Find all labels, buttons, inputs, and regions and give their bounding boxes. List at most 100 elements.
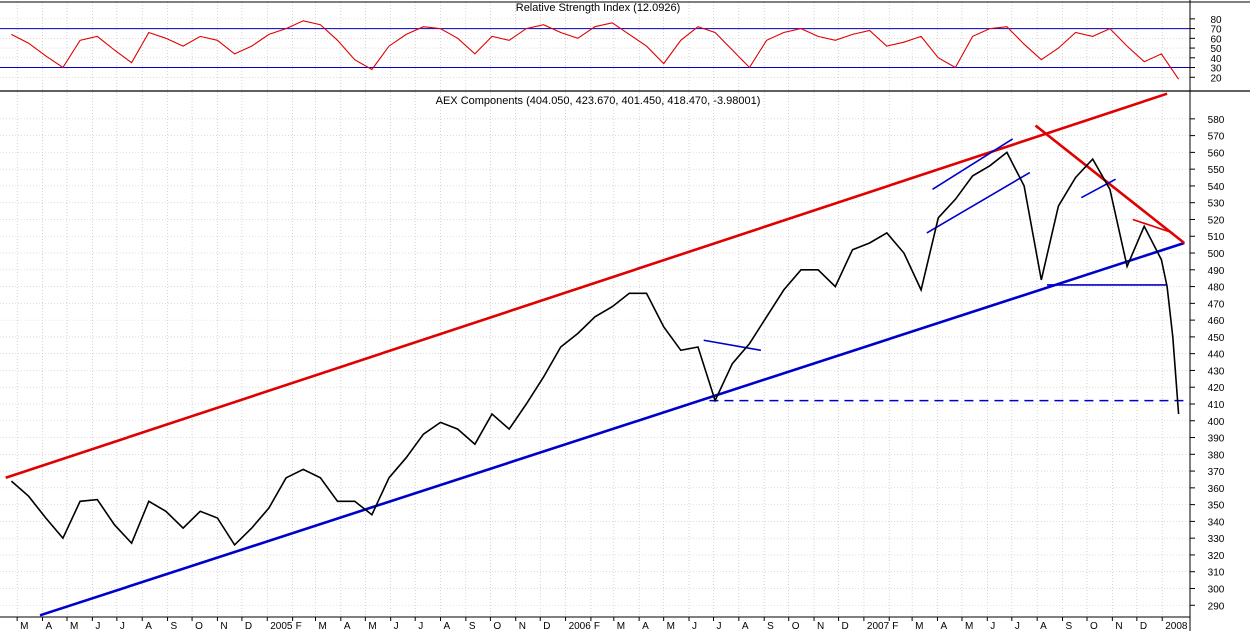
price-series-line bbox=[10, 151, 1180, 547]
x-tick-label: M bbox=[318, 621, 326, 631]
x-tick-label: M bbox=[965, 621, 973, 631]
x-tick-label: J bbox=[1015, 621, 1020, 631]
price-y-tick-label: 450 bbox=[1208, 333, 1225, 344]
x-tick-label: M bbox=[617, 621, 625, 631]
price-y-tick-label: 510 bbox=[1208, 232, 1225, 243]
x-tick-label: 2008 bbox=[1165, 621, 1188, 631]
rsi-y-tick-label: 30 bbox=[1210, 64, 1222, 75]
price-y-tick-label: 300 bbox=[1208, 584, 1225, 595]
x-tick-label: S bbox=[767, 621, 774, 631]
price-y-tick-label: 290 bbox=[1208, 601, 1225, 612]
price-y-tick-label: 490 bbox=[1208, 266, 1225, 277]
price-y-tick-label: 480 bbox=[1208, 283, 1225, 294]
x-tick-label: A bbox=[1040, 621, 1047, 631]
x-tick-label: D bbox=[245, 621, 252, 631]
trendline-channel-2007-upper bbox=[932, 138, 1014, 190]
x-tick-label: A bbox=[940, 621, 947, 631]
price-y-tick-label: 540 bbox=[1208, 182, 1225, 193]
x-tick-label: J bbox=[120, 621, 125, 631]
trendline-oct07-flag bbox=[1080, 178, 1117, 199]
trendline-channel-2007-lower bbox=[926, 171, 1031, 234]
price-y-tick-label: 430 bbox=[1208, 366, 1225, 377]
x-tick-label: M bbox=[70, 621, 78, 631]
grid-layer bbox=[0, 2, 1190, 617]
price-y-tick-label: 320 bbox=[1208, 551, 1225, 562]
trendline-layer bbox=[0, 28, 1190, 617]
rsi-y-tick-label: 70 bbox=[1210, 25, 1222, 36]
x-tick-label: M bbox=[368, 621, 376, 631]
x-tick-label: N bbox=[817, 621, 824, 631]
x-tick-label: O bbox=[1090, 621, 1098, 631]
x-tick-label: D bbox=[1140, 621, 1147, 631]
x-tick-label: S bbox=[1066, 621, 1073, 631]
price-y-tick-label: 410 bbox=[1208, 400, 1225, 411]
price-y-tick-label: 520 bbox=[1208, 215, 1225, 226]
trendline-jun06-flag bbox=[703, 339, 762, 352]
x-tick-label: A bbox=[444, 621, 451, 631]
x-tick-label: A bbox=[46, 621, 53, 631]
x-tick-label: O bbox=[792, 621, 800, 631]
x-tick-label: 2006 bbox=[569, 621, 592, 631]
x-tick-label: A bbox=[344, 621, 351, 631]
trendline-wedge-top bbox=[1034, 124, 1186, 244]
rsi-y-tick-label: 40 bbox=[1210, 54, 1222, 65]
x-tick-label: 2005 bbox=[270, 621, 293, 631]
x-tick-label: D bbox=[842, 621, 849, 631]
price-y-tick-label: 420 bbox=[1208, 383, 1225, 394]
price-y-tick-label: 580 bbox=[1208, 115, 1225, 126]
trendline-channel-bottom bbox=[39, 241, 1185, 617]
x-tick-label: J bbox=[717, 621, 722, 631]
price-y-tick-label: 380 bbox=[1208, 450, 1225, 461]
price-panel-title: AEX Components (404.050, 423.670, 401.45… bbox=[436, 95, 761, 107]
price-y-tick-label: 370 bbox=[1208, 467, 1225, 478]
price-y-tick-label: 350 bbox=[1208, 501, 1225, 512]
x-tick-label: J bbox=[692, 621, 697, 631]
x-tick-label: D bbox=[543, 621, 550, 631]
price-y-tick-label: 330 bbox=[1208, 534, 1225, 545]
price-y-tick-label: 550 bbox=[1208, 165, 1225, 176]
trendline-channel-top bbox=[5, 92, 1168, 480]
series-layer bbox=[10, 20, 1180, 547]
price-y-tick-label: 310 bbox=[1208, 568, 1225, 579]
x-tick-label: J bbox=[990, 621, 995, 631]
trendline-dec07-up-trend bbox=[1132, 218, 1174, 234]
price-y-tick-label: 460 bbox=[1208, 316, 1225, 327]
x-tick-label: J bbox=[394, 621, 399, 631]
x-tick-label: A bbox=[145, 621, 152, 631]
rsi-y-tick-label: 50 bbox=[1210, 44, 1222, 55]
x-tick-label: S bbox=[171, 621, 178, 631]
price-y-tick-label: 530 bbox=[1208, 199, 1225, 210]
x-tick-label: N bbox=[519, 621, 526, 631]
price-y-tick-label: 500 bbox=[1208, 249, 1225, 260]
x-tick-label: F bbox=[296, 621, 302, 631]
x-tick-label: J bbox=[95, 621, 100, 631]
price-y-tick-label: 570 bbox=[1208, 132, 1225, 143]
price-y-tick-label: 390 bbox=[1208, 434, 1225, 445]
rsi-y-tick-label: 80 bbox=[1210, 15, 1222, 26]
rsi-y-tick-label: 60 bbox=[1210, 34, 1222, 45]
price-y-tick-label: 560 bbox=[1208, 148, 1225, 159]
x-tick-label: F bbox=[594, 621, 600, 631]
rsi-y-tick-label: 20 bbox=[1210, 73, 1222, 84]
price-y-tick-label: 400 bbox=[1208, 417, 1225, 428]
price-y-tick-label: 470 bbox=[1208, 299, 1225, 310]
x-tick-label: O bbox=[195, 621, 203, 631]
x-tick-label: N bbox=[220, 621, 227, 631]
rsi-series-line bbox=[11, 20, 1180, 80]
price-y-tick-label: 360 bbox=[1208, 484, 1225, 495]
x-tick-label: A bbox=[742, 621, 749, 631]
x-tick-label: M bbox=[915, 621, 923, 631]
x-tick-label: A bbox=[642, 621, 649, 631]
x-tick-label: F bbox=[892, 621, 898, 631]
x-tick-label: O bbox=[493, 621, 501, 631]
x-tick-label: S bbox=[469, 621, 476, 631]
rsi-panel-title: Relative Strength Index (12.0926) bbox=[516, 2, 681, 14]
price-y-tick-label: 340 bbox=[1208, 517, 1225, 528]
x-tick-label: J bbox=[418, 621, 423, 631]
x-tick-label: N bbox=[1115, 621, 1122, 631]
x-tick-label: 2007 bbox=[867, 621, 890, 631]
